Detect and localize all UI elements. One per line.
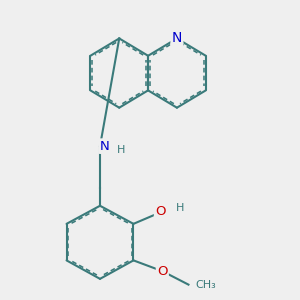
Text: O: O bbox=[157, 265, 168, 278]
Text: N: N bbox=[172, 32, 182, 46]
Text: H: H bbox=[176, 203, 184, 213]
Text: CH₃: CH₃ bbox=[195, 280, 216, 290]
Text: O: O bbox=[155, 205, 166, 218]
Text: H: H bbox=[117, 145, 125, 155]
Text: N: N bbox=[100, 140, 110, 153]
